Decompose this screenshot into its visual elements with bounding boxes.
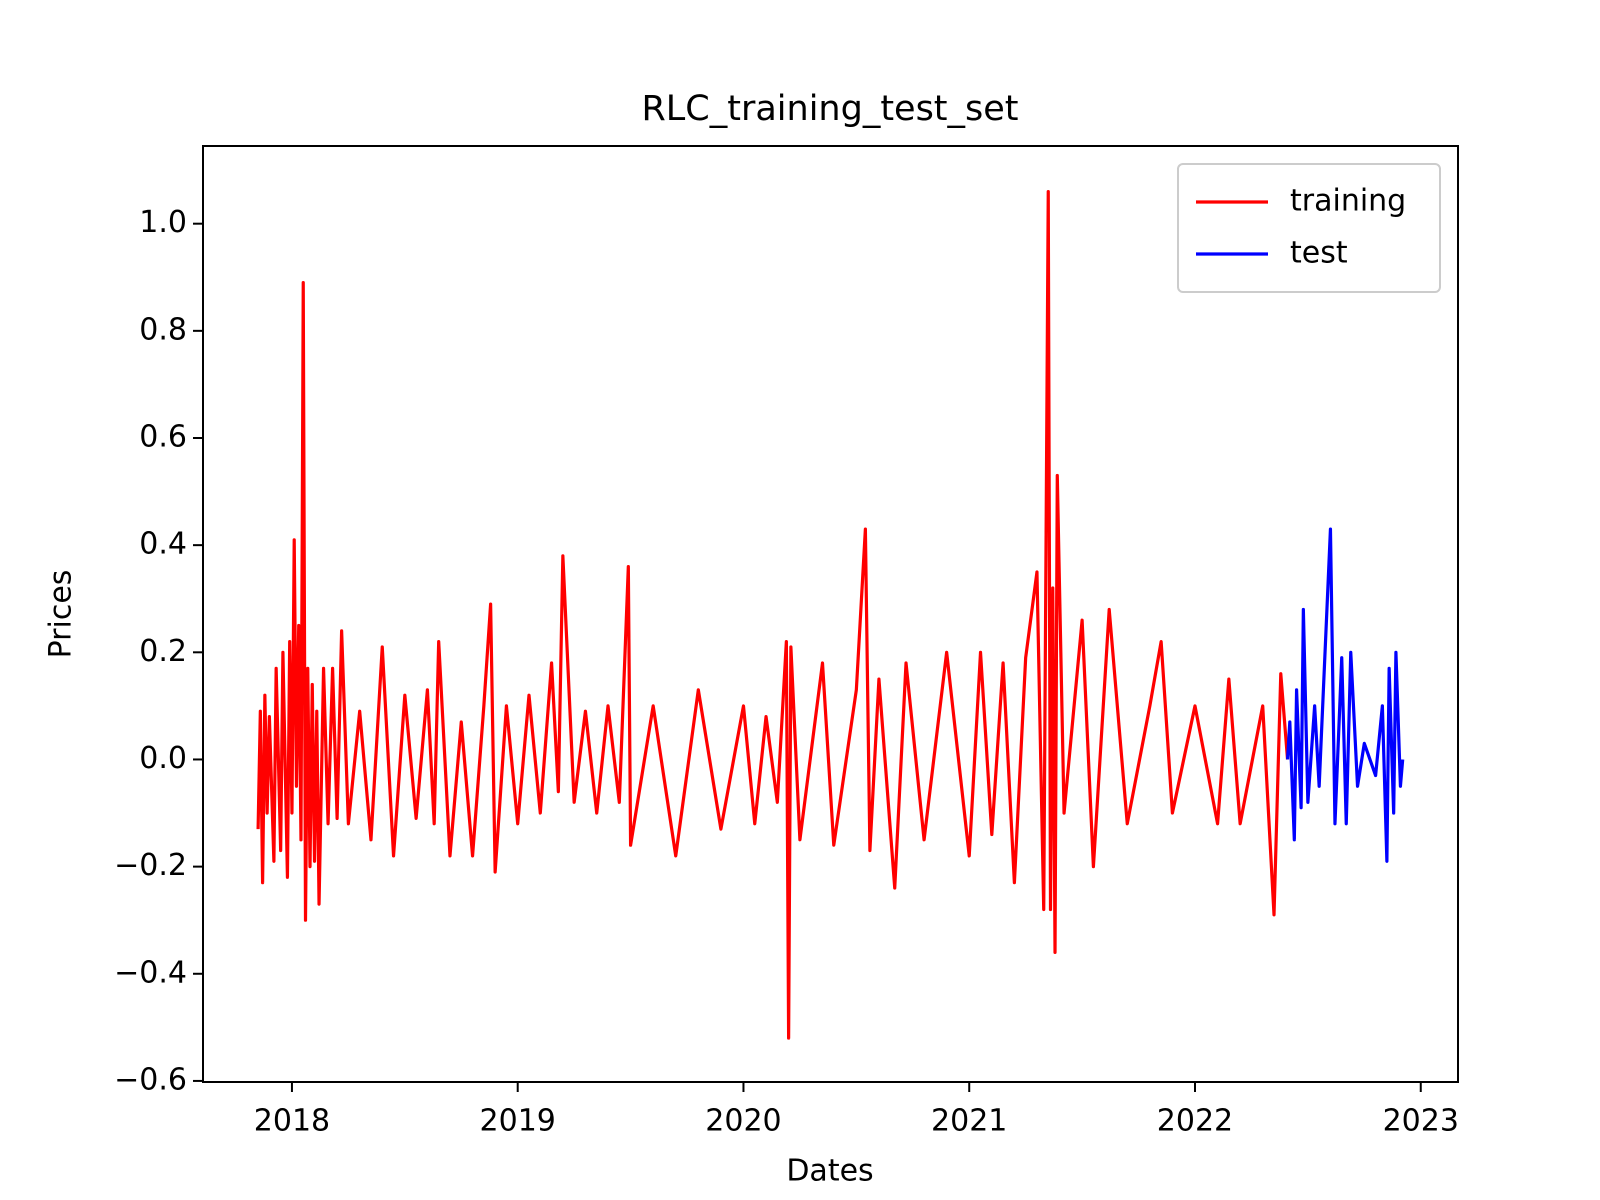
x-tick-label: 2018 — [254, 1104, 330, 1139]
x-tick-label: 2022 — [1157, 1104, 1233, 1139]
y-tick-label: −0.4 — [114, 955, 187, 990]
y-axis-label: Prices — [44, 570, 79, 659]
x-tick-label: 2023 — [1383, 1104, 1459, 1139]
legend-frame — [1177, 163, 1441, 293]
legend-label: test — [1290, 236, 1348, 271]
series-line — [1285, 527, 1405, 863]
x-tick-label: 2021 — [931, 1104, 1007, 1139]
y-tick-label: 0.0 — [139, 741, 187, 776]
y-tick-label: 0.6 — [139, 419, 187, 454]
x-tick-label: 2020 — [705, 1104, 781, 1139]
y-tick-label: −0.2 — [114, 848, 187, 883]
y-tick-label: 0.4 — [139, 527, 187, 562]
plot-frame — [202, 145, 1459, 1083]
y-tick-label: 0.2 — [139, 634, 187, 669]
y-tick-label: 1.0 — [139, 205, 187, 240]
legend-label: training — [1290, 184, 1406, 219]
x-axis-label: Dates — [786, 1154, 873, 1189]
chart-title: RLC_training_test_set — [641, 89, 1018, 129]
series-line — [256, 189, 1290, 1040]
y-tick-label: −0.6 — [114, 1062, 187, 1097]
y-tick-label: 0.8 — [139, 312, 187, 347]
x-tick-label: 2019 — [480, 1104, 556, 1139]
